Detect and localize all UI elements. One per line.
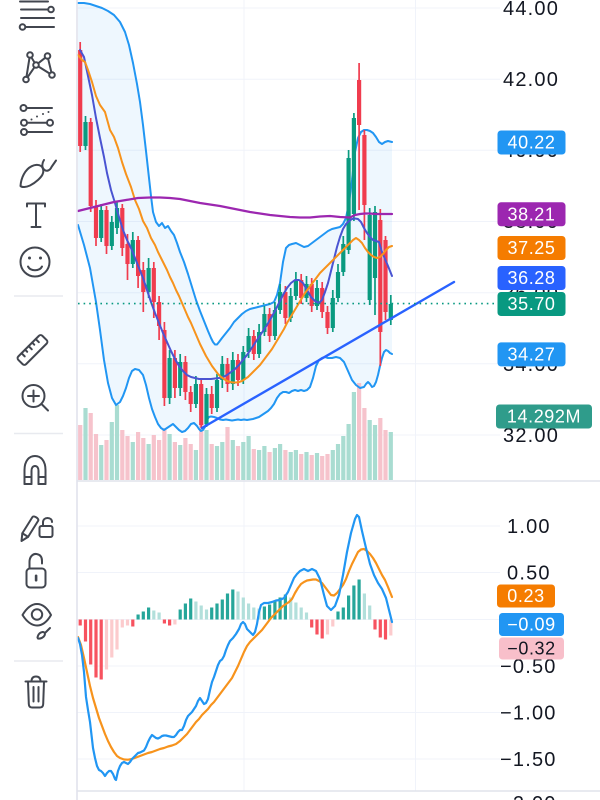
svg-text:32.00: 32.00 (503, 425, 559, 447)
svg-text:−1.00: −1.00 (500, 703, 557, 725)
svg-text:42.00: 42.00 (503, 69, 559, 91)
svg-text:−1.50: −1.50 (500, 749, 557, 771)
svg-text:40.22: 40.22 (507, 133, 555, 153)
svg-text:35.70: 35.70 (507, 294, 555, 314)
svg-text:37.25: 37.25 (507, 238, 555, 258)
svg-text:14.292M: 14.292M (507, 407, 581, 427)
svg-text:34.27: 34.27 (507, 344, 555, 364)
svg-text:1.00: 1.00 (507, 516, 551, 538)
svg-text:44.00: 44.00 (503, 0, 559, 20)
svg-text:0.50: 0.50 (507, 563, 551, 585)
svg-text:−0.09: −0.09 (507, 615, 556, 635)
svg-text:0.23: 0.23 (507, 586, 544, 606)
svg-text:−0.50: −0.50 (500, 656, 557, 678)
svg-text:−2.00: −2.00 (500, 793, 557, 800)
svg-text:36.28: 36.28 (507, 268, 555, 288)
svg-text:38.21: 38.21 (507, 204, 555, 224)
svg-text:−0.32: −0.32 (507, 639, 556, 659)
